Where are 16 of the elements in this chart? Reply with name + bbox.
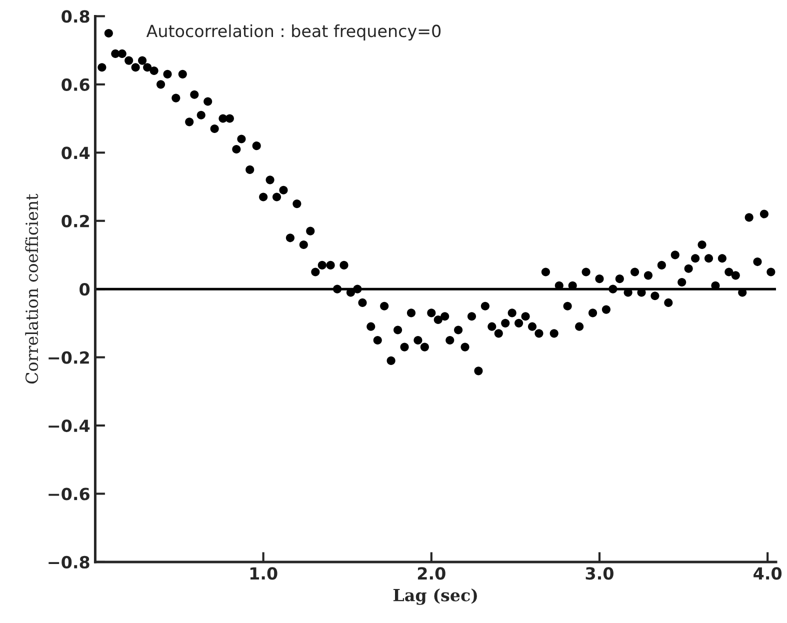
y-tick-label: 0.2 <box>62 214 89 228</box>
y-tick-label: −0.2 <box>48 351 89 364</box>
x-axis-title: Lag (sec) <box>393 588 477 605</box>
x-tick-label: 2.0 <box>418 567 446 580</box>
x-tick-label: 4.0 <box>754 567 782 580</box>
y-tick-label: −0.4 <box>48 419 90 432</box>
y-tick-label: −0.6 <box>48 488 90 500</box>
x-tick-label: 1.0 <box>250 567 278 580</box>
annotation: Autocorrelation : beat frequency=0 <box>146 24 441 41</box>
y-tick-label: 0.4 <box>62 146 90 160</box>
y-tick-label: 0.8 <box>62 10 90 23</box>
y-tick-label: 0 <box>80 283 90 296</box>
x-tick-label: 3.0 <box>586 567 614 580</box>
y-axis-title: Correlation coefficient <box>25 194 38 384</box>
y-tick-label: −0.8 <box>48 556 90 569</box>
y-tick-label: 0.6 <box>62 78 90 91</box>
